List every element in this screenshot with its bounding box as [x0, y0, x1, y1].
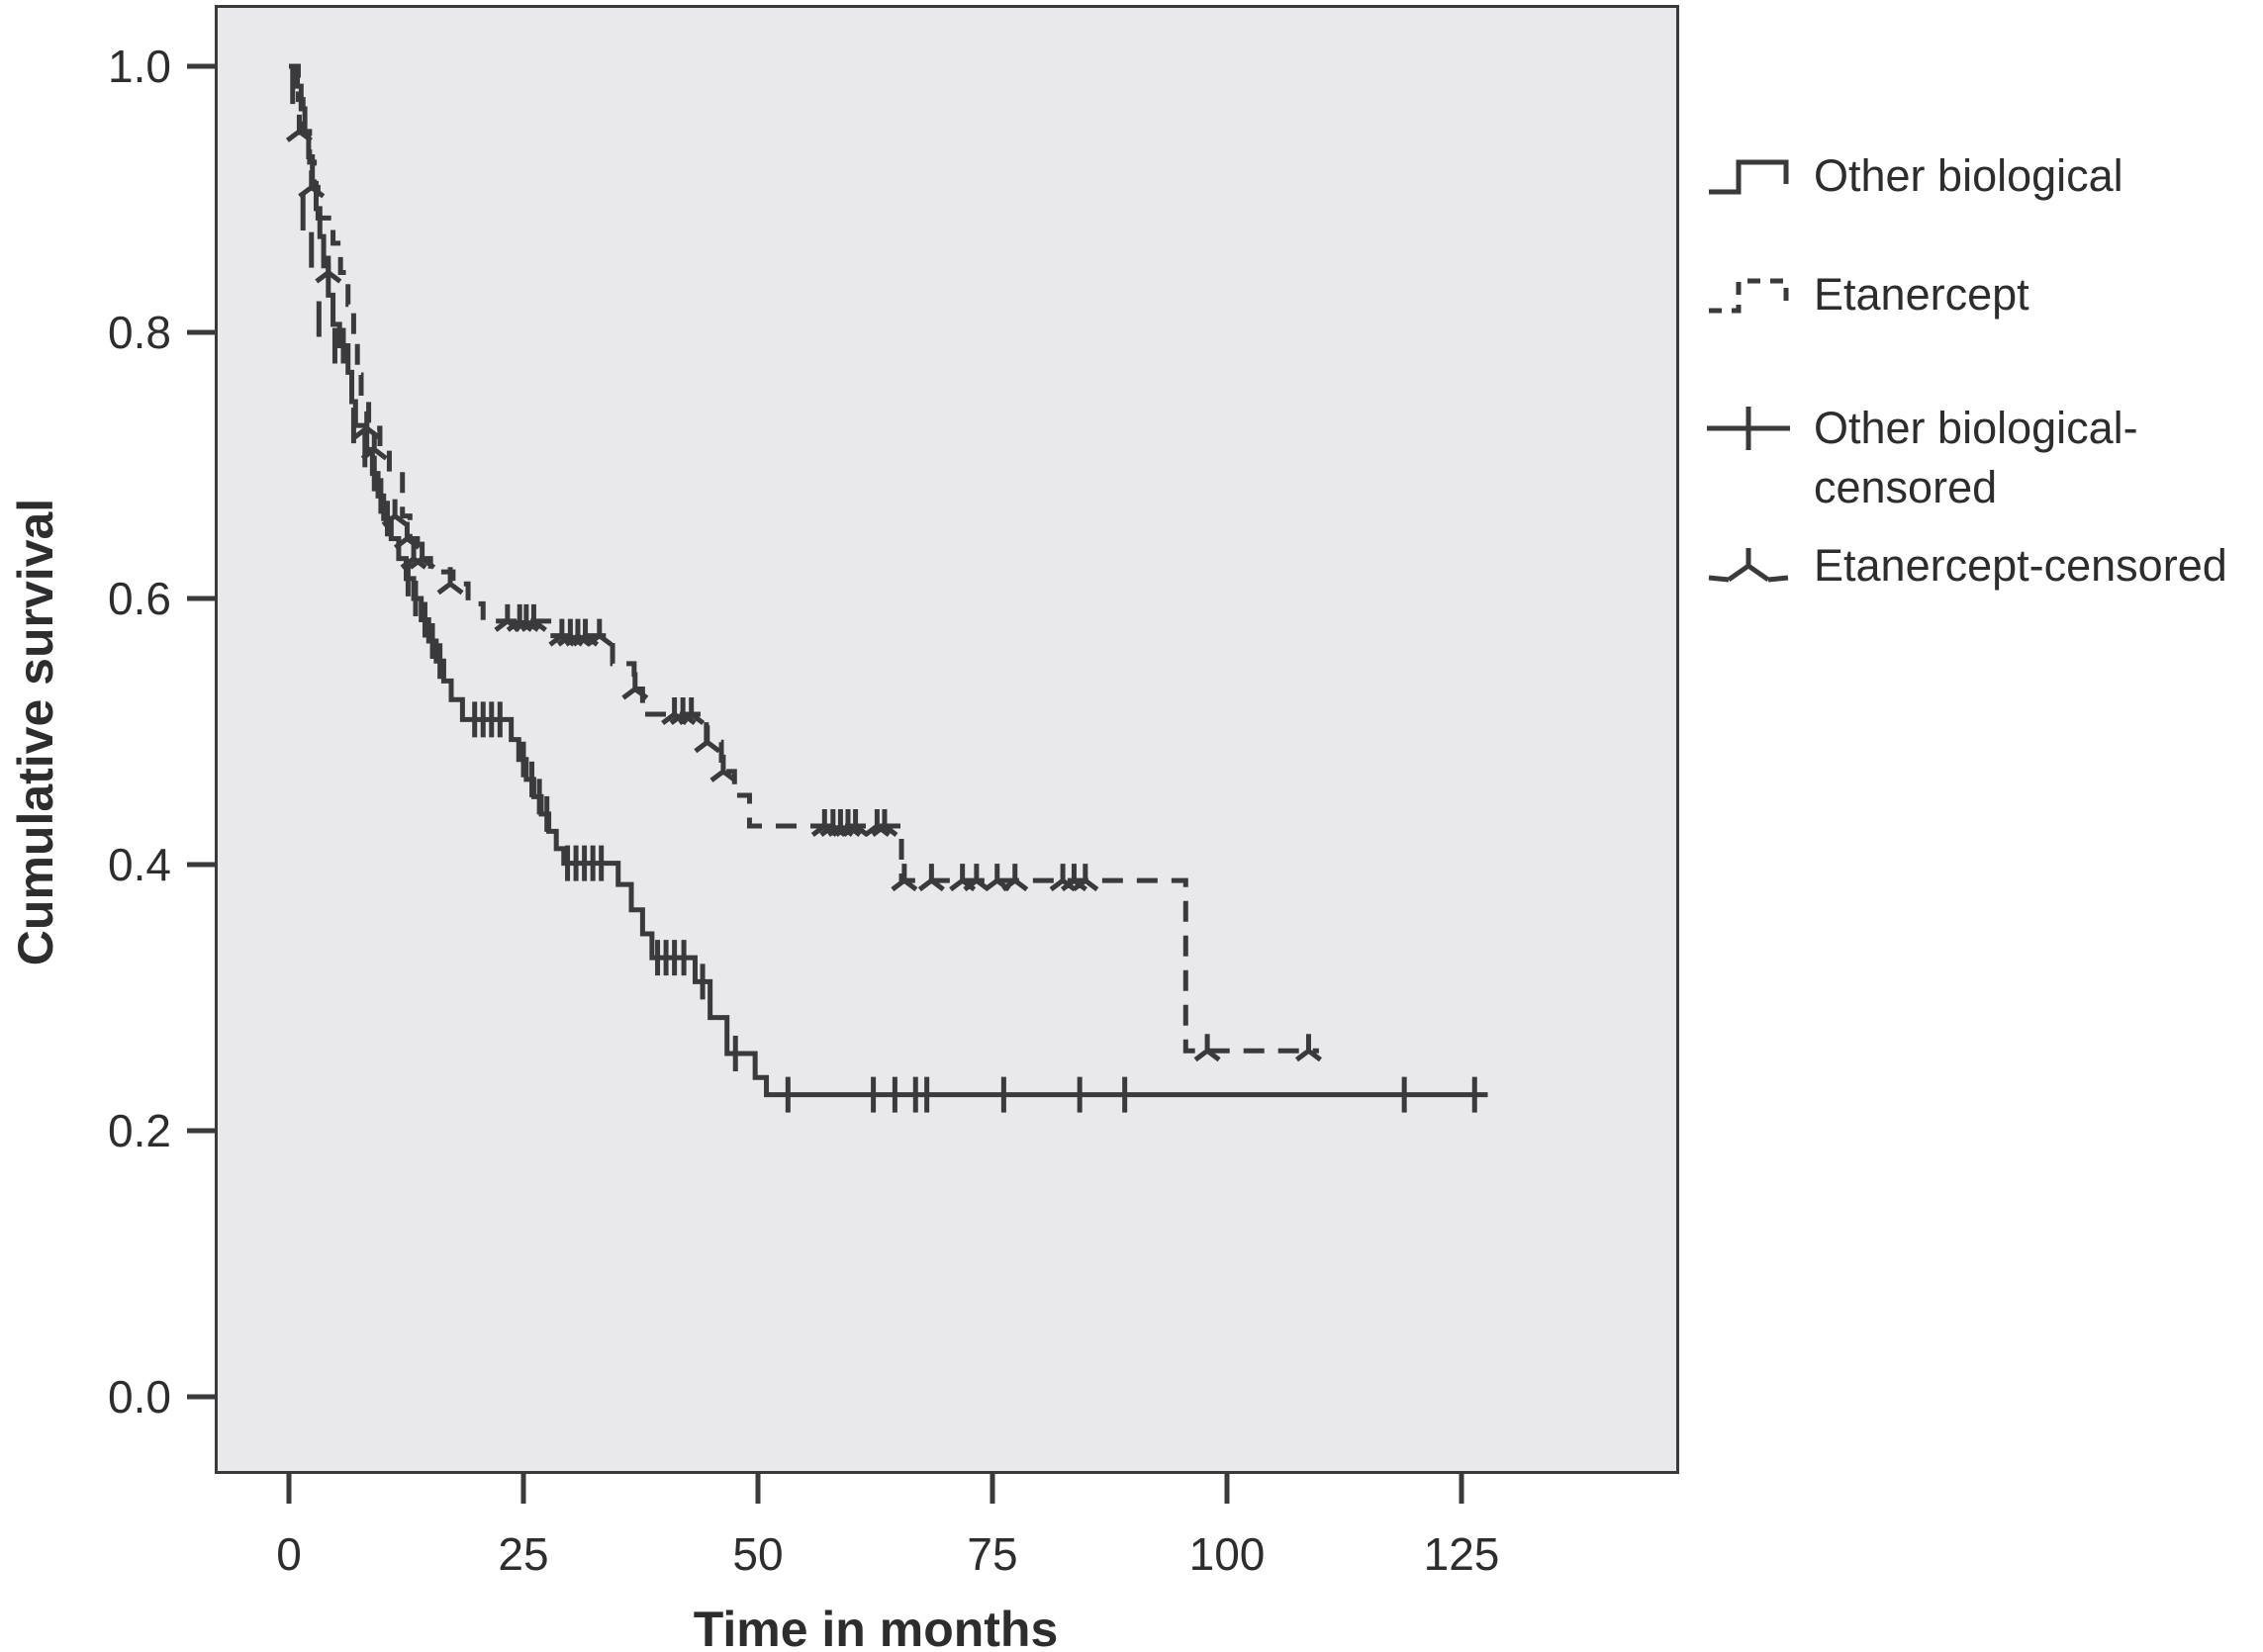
legend-label: Etanercept-censored — [1814, 540, 2227, 591]
y-tick-label-0.6: 0.6 — [108, 573, 171, 624]
x-tick-label-75: 75 — [967, 1528, 1018, 1580]
solid-step-legend-icon — [1709, 159, 1789, 195]
legend-item-etanercept: Etanercept — [1705, 265, 2029, 324]
censor-marks-etanercept — [285, 114, 1322, 1062]
y-axis-title: Cumulative survival — [8, 498, 63, 966]
x-tick-label-25: 25 — [498, 1528, 549, 1580]
legend-item-other-biological: Other biological — [1705, 146, 2123, 206]
x-tick-label-50: 50 — [732, 1528, 784, 1580]
y-tick-label-0.0: 0.0 — [108, 1371, 171, 1423]
x-axis-title: Time in months — [693, 1602, 1059, 1652]
legend-label: Etanercept — [1814, 269, 2029, 320]
dashed-step-legend-icon — [1709, 278, 1789, 314]
y-tick-label-1.0: 1.0 — [108, 41, 171, 92]
plus-legend-icon — [1707, 407, 1790, 450]
x-tick-label-125: 125 — [1423, 1528, 1500, 1580]
x-tick-label-0: 0 — [276, 1528, 302, 1580]
legend-item-etanercept-censored: Etanercept-censored — [1705, 536, 2227, 596]
y-tick-label-0.8: 0.8 — [108, 307, 171, 358]
curve-etanercept — [289, 63, 1319, 1054]
legend-label: Other biological — [1814, 150, 2123, 201]
y-tick-label-0.4: 0.4 — [108, 839, 171, 890]
curve-other-biological — [289, 63, 1488, 1098]
plot-area — [215, 5, 1679, 1474]
axis-tick-marks — [187, 63, 1464, 1504]
tripod-legend-icon — [1708, 548, 1789, 583]
y-tick-label-0.2: 0.2 — [108, 1105, 171, 1156]
legend-label: Other biological-censored — [1814, 403, 2138, 512]
legend-item-other-biological-censored: Other biological-censored — [1705, 399, 2138, 517]
x-tick-label-100: 100 — [1188, 1528, 1266, 1580]
